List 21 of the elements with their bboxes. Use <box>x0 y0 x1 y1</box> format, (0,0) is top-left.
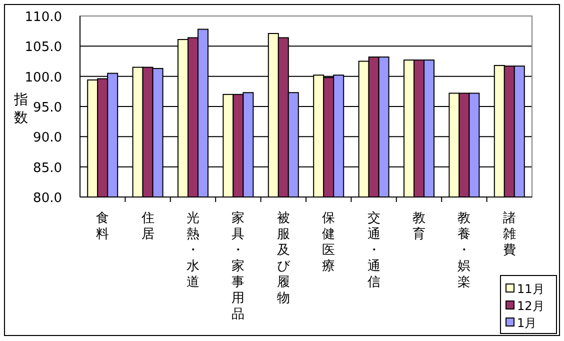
y-tick-label: 80.0 <box>33 191 62 206</box>
y-tick-label: 110.0 <box>24 10 62 25</box>
x-tick-label: 食料 <box>96 211 110 242</box>
y-tick-label: 105.0 <box>24 40 62 56</box>
x-tick-label: 教養・娯楽 <box>458 211 471 290</box>
x-tick-label: 光熱・水道 <box>186 211 200 290</box>
x-tick-label: 交通・通信 <box>367 210 380 290</box>
x-tick-label: 保健医療 <box>322 211 336 274</box>
y-tick-label: 90.0 <box>33 130 62 146</box>
x-tick-label: 住居 <box>140 211 154 242</box>
x-tick-label: 被服及び履物 <box>276 211 291 306</box>
legend-label: 11月 <box>517 282 544 296</box>
y-tick-label: 95.0 <box>33 100 62 116</box>
x-tick-label: 家具・家事用品 <box>232 210 245 322</box>
y-tick-label: 85.0 <box>33 160 62 176</box>
legend-label: 12月 <box>517 299 544 313</box>
legend-label: 1月 <box>517 316 537 330</box>
y-axis-title: 指数 <box>13 92 28 126</box>
y-tick-label: 100.0 <box>24 70 62 86</box>
x-tick-label: 教育 <box>412 211 426 242</box>
x-tick-label: 諸雑費 <box>502 211 516 258</box>
